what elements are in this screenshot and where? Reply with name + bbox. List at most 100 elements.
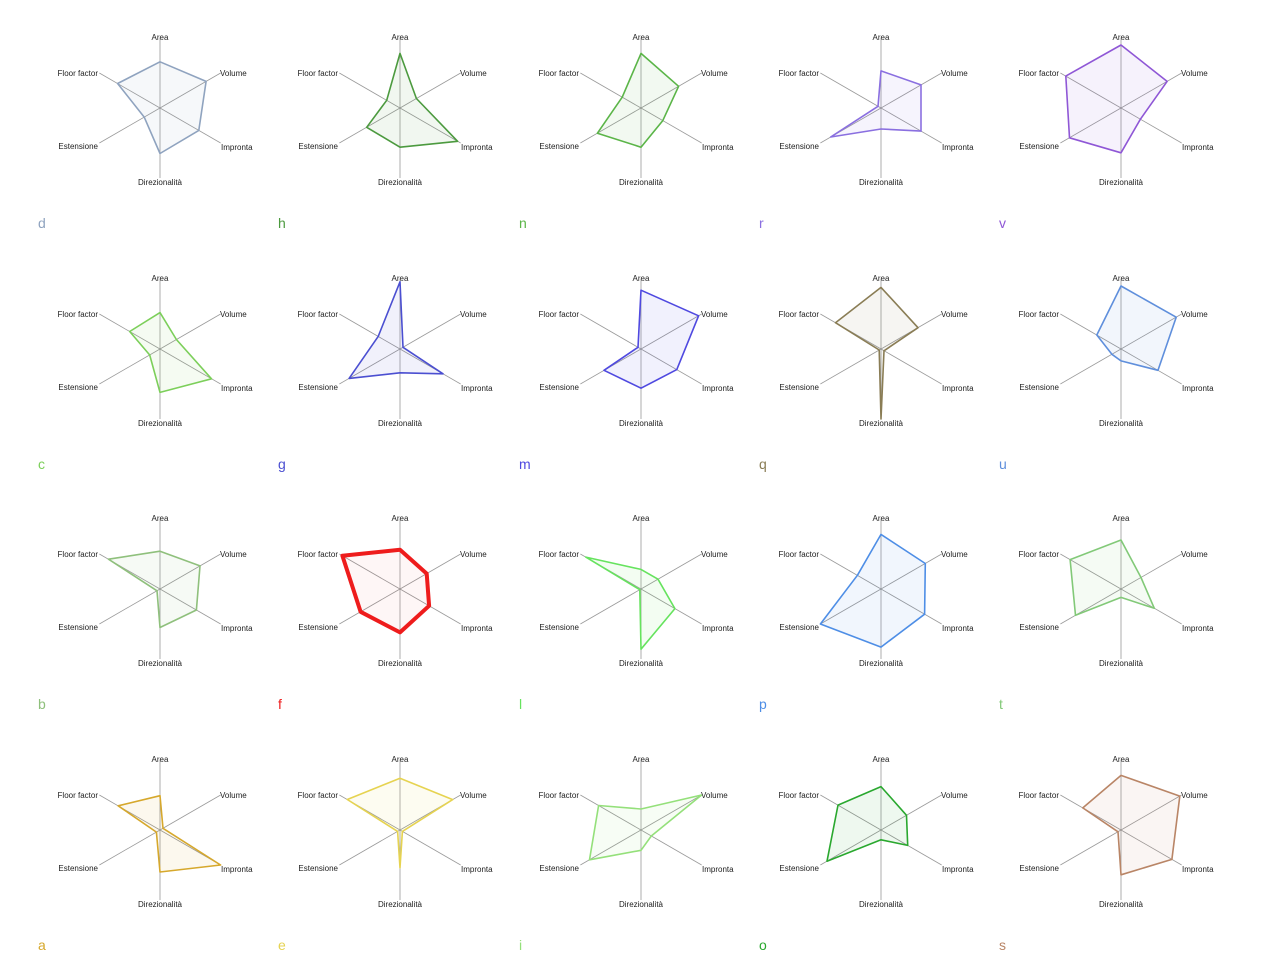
axis-label-volume: Volume <box>701 550 728 559</box>
series-polygon-r <box>829 70 922 138</box>
axis-label-estensione: Estensione <box>1019 383 1059 392</box>
axis-label-direzionalit: Direzionalità <box>378 659 423 668</box>
axis-label-impronta: Impronta <box>461 143 493 152</box>
axis-label-area: Area <box>633 514 650 523</box>
axis-label-estensione: Estensione <box>58 623 98 632</box>
series-polygon-m <box>603 289 700 389</box>
axis-label-floor-factor: Floor factor <box>298 310 339 319</box>
axis-label-direzionalit: Direzionalità <box>138 659 183 668</box>
series-polygon-a <box>117 794 222 873</box>
axis-label-impronta: Impronta <box>702 384 734 393</box>
radar-svg: Area Volume Impronta Direzionalità Estension… <box>779 514 975 668</box>
radar-svg: Area Volume Impronta Direzionalità Estension… <box>1019 514 1215 668</box>
radar-svg: Area Volume Impronta Direzionalità Estension… <box>779 755 975 909</box>
axis-label-impronta: Impronta <box>221 865 253 874</box>
axis-spoke-volume <box>1120 72 1182 109</box>
axis-label-direzionalit: Direzionalità <box>378 419 423 428</box>
axis-label-area: Area <box>392 755 409 764</box>
axis-label-direzionalit: Direzionalità <box>619 419 664 428</box>
radar-svg: Area Volume Impronta Direzionalità Estension… <box>539 274 735 428</box>
axis-label-area: Area <box>1113 755 1130 764</box>
axis-label-estensione: Estensione <box>58 383 98 392</box>
axis-spoke-estensione <box>1060 348 1122 385</box>
series-polygon-t <box>1069 539 1156 617</box>
axis-spoke-estensione <box>99 107 161 144</box>
axis-label-floor-factor: Floor factor <box>779 310 820 319</box>
radar-chart-a: Area Volume Impronta Direzionalità Estension… <box>38 740 280 980</box>
axis-label-volume: Volume <box>701 310 728 319</box>
axis-spoke-floor-factor <box>580 72 642 109</box>
axis-label-volume: Volume <box>941 550 968 559</box>
radar-chart-c: Area Volume Impronta Direzionalità Estension… <box>38 259 280 499</box>
series-polygon-p <box>819 533 927 648</box>
radar-svg: Area Volume Impronta Direzionalità Estension… <box>539 514 735 668</box>
axis-label-volume: Volume <box>941 69 968 78</box>
axis-spoke-impronta <box>399 348 461 385</box>
axis-label-direzionalit: Direzionalità <box>1099 178 1144 187</box>
axis-label-area: Area <box>873 274 890 283</box>
axis-label-floor-factor: Floor factor <box>58 791 99 800</box>
axis-spoke-volume <box>159 313 221 350</box>
series-polygon-i <box>588 794 703 861</box>
axis-spoke-floor-factor <box>580 313 642 350</box>
axis-label-direzionalit: Direzionalità <box>138 900 183 909</box>
chart-caption: c <box>38 456 45 472</box>
radar-chart-t: Area Volume Impronta Direzionalità Estension… <box>999 499 1241 739</box>
chart-caption: v <box>999 215 1006 231</box>
axis-spoke-estensione <box>99 829 161 866</box>
axis-label-estensione: Estensione <box>779 142 819 151</box>
axis-label-estensione: Estensione <box>1019 864 1059 873</box>
radar-chart-f: Area Volume Impronta Direzionalità Estension… <box>278 499 520 739</box>
chart-caption: e <box>278 937 286 953</box>
series-polygon-u <box>1096 285 1177 372</box>
axis-label-impronta: Impronta <box>702 865 734 874</box>
axis-spoke-floor-factor <box>580 794 642 831</box>
axis-label-area: Area <box>152 514 169 523</box>
axis-label-impronta: Impronta <box>942 384 974 393</box>
axis-spoke-impronta <box>399 829 461 866</box>
axis-spoke-impronta <box>880 107 942 144</box>
axis-label-estensione: Estensione <box>298 623 338 632</box>
radar-svg: Area Volume Impronta Direzionalità Estension… <box>58 274 254 428</box>
radar-chart-g: Area Volume Impronta Direzionalità Estension… <box>278 259 520 499</box>
axis-label-direzionalit: Direzionalità <box>378 900 423 909</box>
axis-spoke-estensione <box>339 829 401 866</box>
chart-caption: u <box>999 456 1007 472</box>
axis-label-estensione: Estensione <box>779 383 819 392</box>
axis-spoke-volume <box>640 72 702 109</box>
series-polygon-b <box>107 550 201 629</box>
axis-spoke-volume <box>159 553 221 590</box>
axis-label-estensione: Estensione <box>779 864 819 873</box>
axis-spoke-impronta <box>640 588 702 625</box>
axis-label-estensione: Estensione <box>58 864 98 873</box>
axis-label-estensione: Estensione <box>539 142 579 151</box>
axis-label-impronta: Impronta <box>702 624 734 633</box>
axis-label-estensione: Estensione <box>298 383 338 392</box>
axis-label-area: Area <box>873 755 890 764</box>
axis-label-direzionalit: Direzionalità <box>138 178 183 187</box>
axis-spoke-estensione <box>820 348 882 385</box>
radar-chart-h: Area Volume Impronta Direzionalità Estension… <box>278 18 520 258</box>
series-polygon-d <box>116 60 207 155</box>
axis-label-area: Area <box>873 514 890 523</box>
axis-label-direzionalit: Direzionalità <box>619 178 664 187</box>
axis-spoke-volume <box>399 72 461 109</box>
axis-spoke-volume <box>640 553 702 590</box>
radar-chart-b: Area Volume Impronta Direzionalità Estension… <box>38 499 280 739</box>
axis-label-impronta: Impronta <box>1182 143 1214 152</box>
radar-svg: Area Volume Impronta Direzionalità Estension… <box>298 755 494 909</box>
axis-spoke-volume <box>880 72 942 109</box>
axis-label-area: Area <box>1113 274 1130 283</box>
radar-svg: Area Volume Impronta Direzionalità Estension… <box>298 514 494 668</box>
axis-label-floor-factor: Floor factor <box>58 310 99 319</box>
chart-caption: g <box>278 456 286 472</box>
axis-label-volume: Volume <box>1181 69 1208 78</box>
axis-label-floor-factor: Floor factor <box>58 550 99 559</box>
series-polygon-v <box>1065 44 1168 154</box>
chart-caption: o <box>759 937 767 953</box>
axis-spoke-volume <box>159 794 221 831</box>
axis-label-floor-factor: Floor factor <box>539 791 580 800</box>
axis-label-estensione: Estensione <box>298 864 338 873</box>
chart-caption: m <box>519 456 531 472</box>
